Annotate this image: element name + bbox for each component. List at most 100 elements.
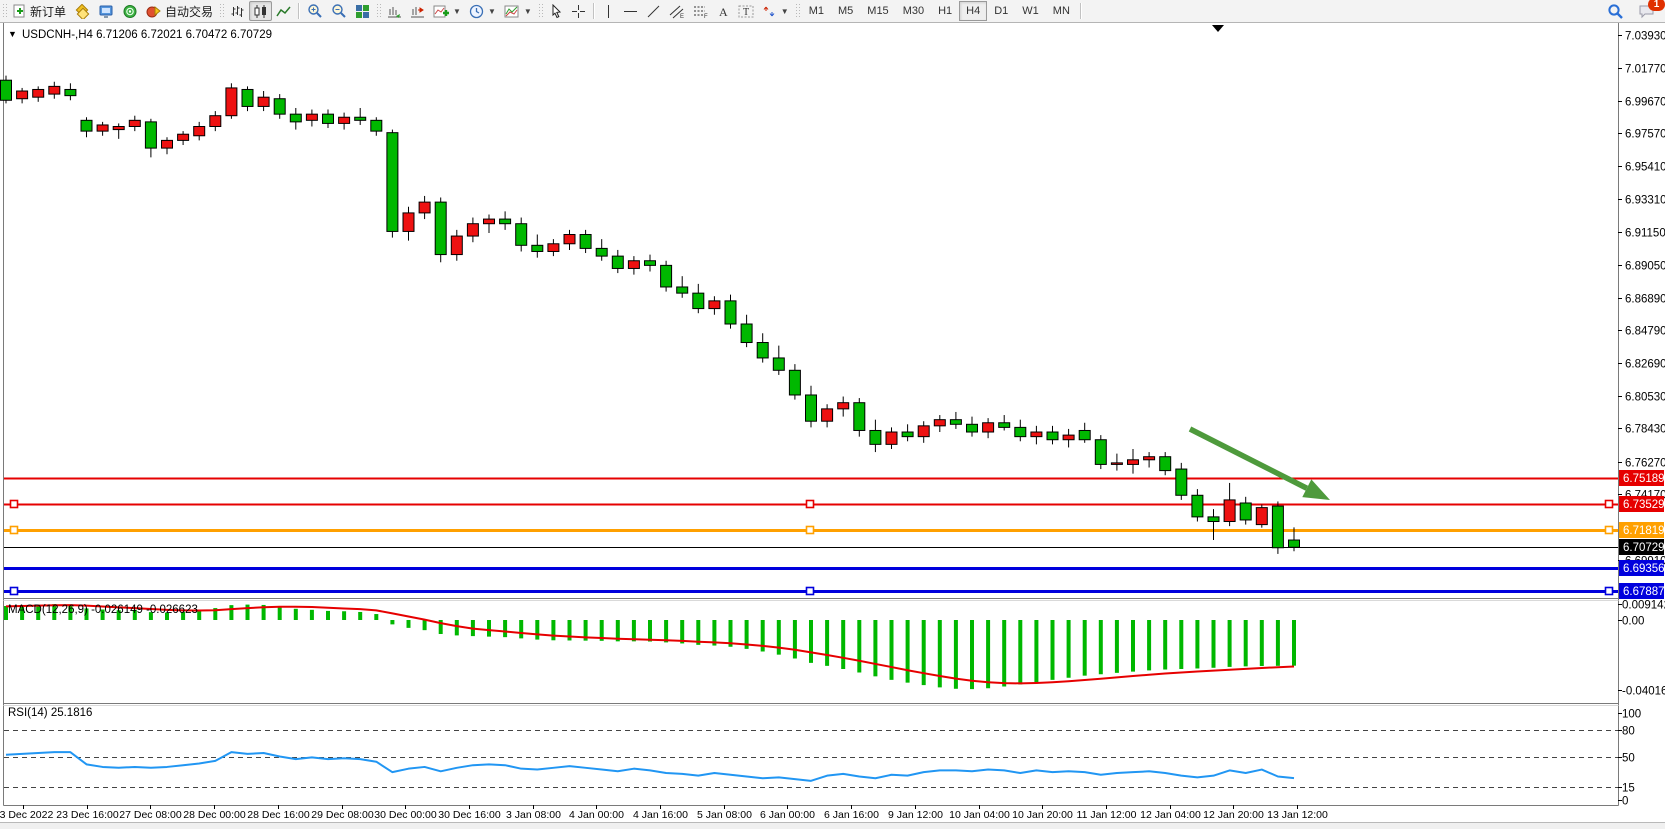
new-order-button[interactable]: 新订单 <box>9 1 70 21</box>
line-handle <box>9 499 19 509</box>
line-chart-type-button[interactable] <box>272 1 295 21</box>
toolbar-grip[interactable] <box>794 3 800 19</box>
auto-scroll-button[interactable] <box>383 1 406 21</box>
text-tool-button[interactable]: A <box>713 1 734 21</box>
rsi-label: RSI(14) 25.1816 <box>8 707 92 719</box>
svg-text:80: 80 <box>1622 726 1635 738</box>
charts-stack-button[interactable] <box>70 1 94 21</box>
svg-text:6.80530: 6.80530 <box>1625 392 1665 404</box>
chart-shift-button[interactable] <box>406 1 429 21</box>
svg-text:29 Dec 08:00: 29 Dec 08:00 <box>311 809 374 821</box>
tile-windows-icon <box>355 4 370 19</box>
svg-text:6.99670: 6.99670 <box>1625 97 1665 109</box>
chart-shift-marker[interactable] <box>1212 25 1224 32</box>
timeframe-button-H4[interactable]: H4 <box>959 1 988 21</box>
fibonacci-icon: F <box>693 4 709 19</box>
svg-text:12 Jan 20:00: 12 Jan 20:00 <box>1203 809 1264 821</box>
svg-text:30 Dec 00:00: 30 Dec 00:00 <box>374 809 437 821</box>
bar-chart-type-button[interactable] <box>226 1 249 21</box>
candlestick-chart-type-button[interactable] <box>249 1 273 21</box>
zoom-in-button[interactable] <box>303 1 327 21</box>
indicators-button[interactable]: ▼ <box>429 1 465 21</box>
svg-text:A: A <box>719 5 728 19</box>
svg-text:50: 50 <box>1622 753 1635 765</box>
notifications-button[interactable]: 1 <box>1634 0 1665 21</box>
svg-text:E: E <box>680 14 684 19</box>
auto-trading-button[interactable]: 自动交易 <box>142 1 217 21</box>
toolbar-grip[interactable] <box>376 3 382 19</box>
toolbar-grip[interactable] <box>219 3 225 19</box>
crosshair-button[interactable] <box>567 1 590 21</box>
svg-text:10 Jan 20:00: 10 Jan 20:00 <box>1012 809 1073 821</box>
chart-menu-marker[interactable]: ▼ <box>8 29 17 39</box>
fibonacci-tool-button[interactable]: F <box>689 1 713 21</box>
line-handle <box>805 499 815 509</box>
timeframe-button-MN[interactable]: MN <box>1052 5 1070 17</box>
arrows-tool-button[interactable]: ▼ <box>758 1 793 21</box>
text-label-tool-button[interactable]: T <box>734 1 758 21</box>
svg-text:6.86890: 6.86890 <box>1625 294 1665 306</box>
cursor-button[interactable] <box>545 1 567 21</box>
timeframe-button-H1[interactable]: H1 <box>938 5 953 17</box>
timeframe-button-W1[interactable]: W1 <box>1022 5 1039 17</box>
timeframe-button-M5[interactable]: M5 <box>838 5 854 17</box>
trendline-tool-button[interactable] <box>642 1 665 21</box>
svg-text:9 Jan 12:00: 9 Jan 12:00 <box>888 809 943 821</box>
toolbar-grip[interactable] <box>2 3 7 19</box>
arrow-annotation[interactable] <box>1188 426 1330 500</box>
auto-scroll-icon <box>387 4 402 19</box>
new-order-label: 新订单 <box>30 4 67 19</box>
templates-button[interactable]: ▼ <box>500 1 536 21</box>
equidistant-channel-tool-button[interactable]: E <box>665 1 689 21</box>
crosshair-icon <box>571 4 586 19</box>
tile-windows-button[interactable] <box>351 1 374 21</box>
svg-text:7.03930: 7.03930 <box>1625 31 1665 43</box>
market-watch-button[interactable] <box>94 1 118 21</box>
toolbar-grip[interactable] <box>537 3 543 19</box>
hline-objects <box>4 477 1618 593</box>
horizontal-line-tool-button[interactable] <box>619 1 642 21</box>
vertical-line-tool-button[interactable] <box>598 1 619 21</box>
svg-text:6.71819: 6.71819 <box>1623 525 1665 537</box>
price-axis: 7.03930 7.01770 6.99670 6.97570 6.95410 6.933… <box>1618 31 1665 599</box>
macd-signal-line <box>5 604 1295 685</box>
line-handle <box>1604 499 1614 509</box>
svg-text:27 Dec 08:00: 27 Dec 08:00 <box>119 809 182 821</box>
macd-panel: MACD(12,26,9) -0.026149 -0.026623 0.00914… <box>4 600 1665 698</box>
auto-trading-label: 自动交易 <box>165 4 214 19</box>
search-button[interactable] <box>1603 1 1628 21</box>
svg-text:30 Dec 16:00: 30 Dec 16:00 <box>438 809 501 821</box>
clock-icon <box>469 4 484 19</box>
svg-text:6.67887: 6.67887 <box>1623 586 1665 598</box>
svg-text:6.70729: 6.70729 <box>1623 542 1665 554</box>
svg-text:-0.040162: -0.040162 <box>1622 686 1665 698</box>
svg-text:6.78430: 6.78430 <box>1625 424 1665 436</box>
timeframe-button-M15[interactable]: M15 <box>867 5 889 17</box>
market-watch-icon <box>98 4 114 19</box>
new-order-icon <box>13 4 27 18</box>
timeframe-button-D1[interactable]: D1 <box>994 5 1009 17</box>
periods-button[interactable]: ▼ <box>465 1 500 21</box>
zoom-out-button[interactable] <box>327 1 351 21</box>
text-icon: A <box>717 4 730 19</box>
signals-button[interactable] <box>118 1 142 21</box>
svg-text:6.76270: 6.76270 <box>1625 458 1665 470</box>
dropdown-caret-icon: ▼ <box>780 6 789 16</box>
hline-selection-handles[interactable] <box>9 499 1614 596</box>
svg-text:6.89050: 6.89050 <box>1625 261 1665 273</box>
svg-text:11 Jan 12:00: 11 Jan 12:00 <box>1077 809 1137 821</box>
dropdown-caret-icon: ▼ <box>453 6 461 16</box>
svg-text:6.69356: 6.69356 <box>1623 563 1665 575</box>
toolbar-separator <box>1079 3 1082 19</box>
bar-chart-icon <box>230 4 245 19</box>
timeframe-button-M30[interactable]: M30 <box>902 5 925 17</box>
auto-trading-icon <box>146 4 162 19</box>
svg-text:6.91150: 6.91150 <box>1625 228 1665 240</box>
search-icon <box>1607 3 1624 20</box>
svg-text:3 Jan 08:00: 3 Jan 08:00 <box>506 809 561 821</box>
line-handle <box>805 525 815 535</box>
notification-badge: 1 <box>1648 0 1665 11</box>
timeframe-button-M1[interactable]: M1 <box>808 5 824 17</box>
